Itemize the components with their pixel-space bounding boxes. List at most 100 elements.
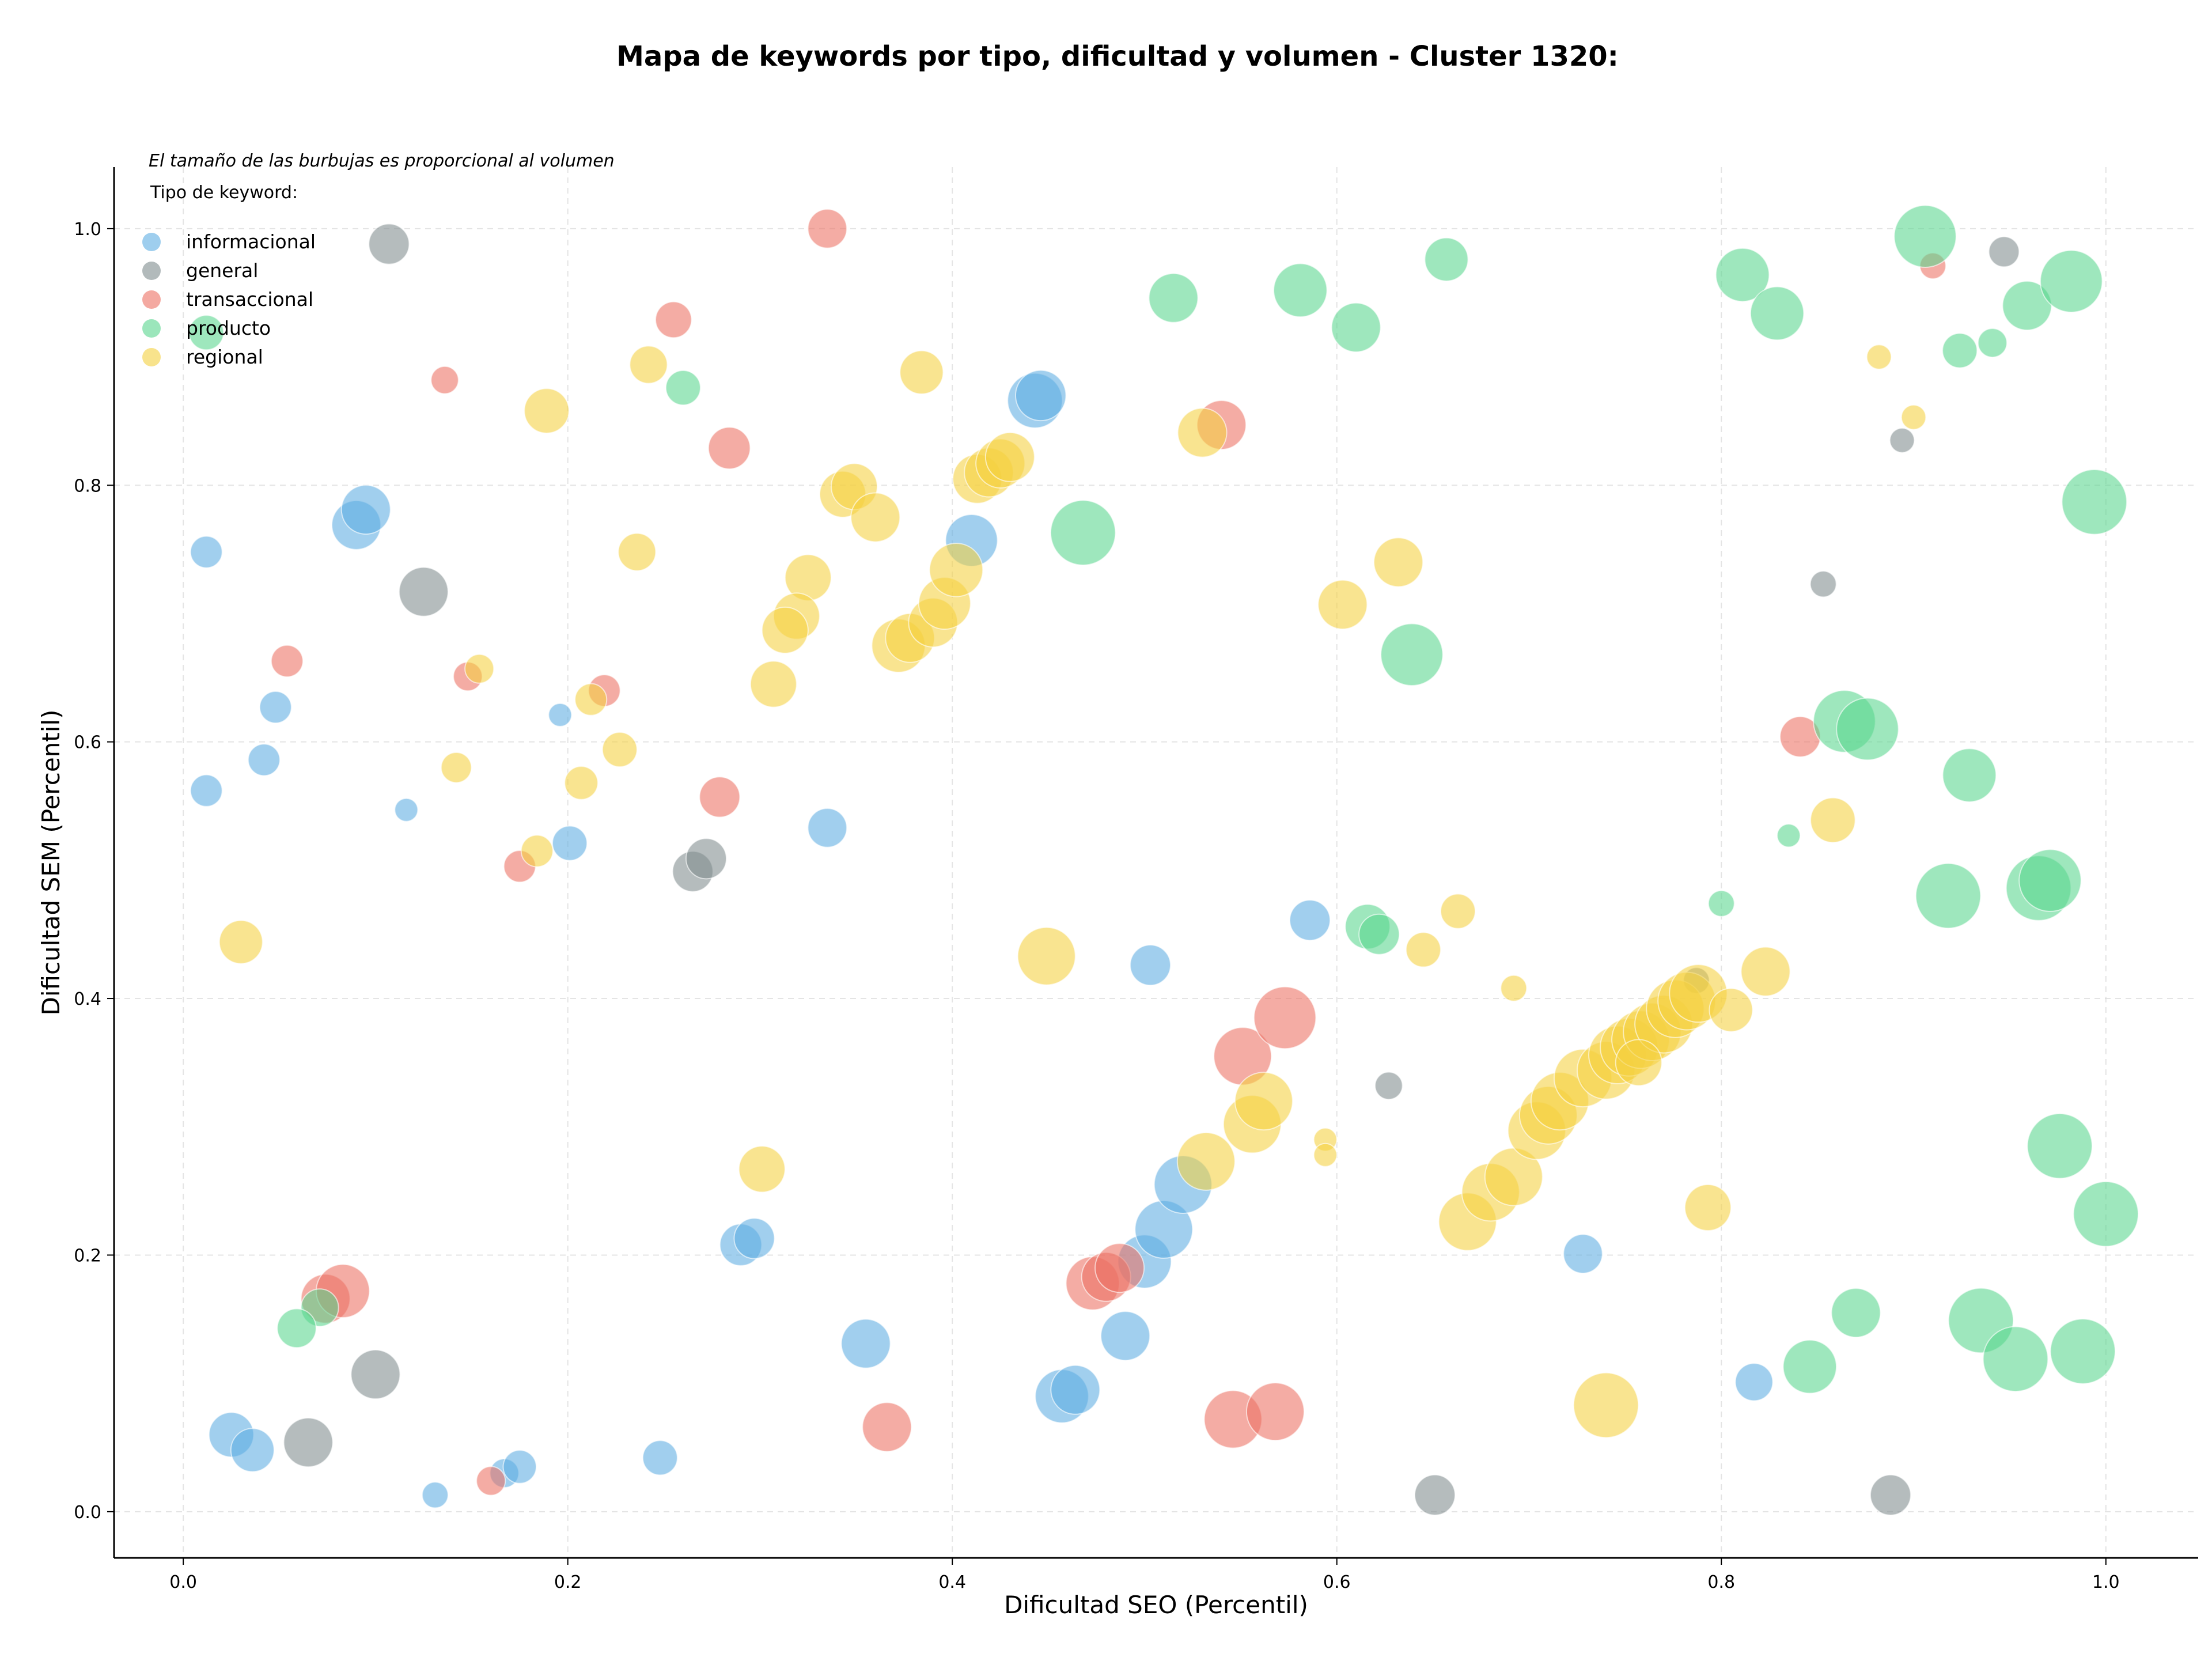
bubble-regional	[564, 766, 599, 800]
y-tick-label: 1.0	[74, 220, 101, 240]
bubble-informacional	[1129, 944, 1171, 986]
bubble-informacional	[1734, 1363, 1774, 1402]
y-axis-label: Dificultad SEM (Percentil)	[37, 710, 65, 1016]
bubble-regional	[601, 732, 638, 768]
bubble-producto	[2061, 468, 2128, 535]
bubble-producto	[1982, 1326, 2049, 1393]
x-tick-label: 0.4	[938, 1572, 966, 1592]
x-tick-label: 0.0	[169, 1572, 197, 1592]
bubble-transaccional	[1245, 1382, 1305, 1441]
bubble-regional	[1373, 537, 1424, 588]
bubble-producto	[188, 315, 225, 351]
bubble-regional	[1405, 932, 1441, 968]
bubble-producto	[1836, 697, 1899, 761]
bubble-informacional	[230, 1428, 275, 1473]
bubble-regional	[1317, 579, 1368, 630]
bubble-informacional	[733, 1217, 775, 1259]
bubble-informacional	[1100, 1311, 1151, 1361]
bubble-producto	[2027, 1113, 2093, 1179]
bubble-transaccional	[476, 1466, 506, 1496]
x-axis-label: Dificultad SEO (Percentil)	[1004, 1591, 1308, 1619]
data-points	[188, 205, 2139, 1516]
bubble-producto	[1707, 890, 1735, 917]
bubble-regional	[1440, 893, 1476, 929]
bubble-regional	[738, 1145, 786, 1193]
legend-label-producto: producto	[186, 317, 271, 339]
bubble-producto	[1782, 1339, 1838, 1394]
bubble-regional	[464, 653, 495, 684]
bubble-regional	[618, 532, 657, 572]
legend-marker-transaccional	[142, 290, 161, 309]
bubble-regional	[218, 920, 263, 964]
bubble-regional	[1176, 1132, 1236, 1191]
legend-title: Tipo de keyword:	[150, 183, 298, 203]
bubble-informacional	[548, 702, 573, 727]
legend-marker-informacional	[142, 233, 161, 251]
bubble-general	[1889, 427, 1915, 453]
x-tick-label: 0.2	[554, 1572, 582, 1592]
x-tick-label: 1.0	[2092, 1572, 2120, 1592]
bubble-general	[350, 1349, 401, 1400]
bubble-transaccional	[430, 365, 459, 395]
bubble-producto	[1977, 328, 2008, 358]
legend-label-general: general	[186, 259, 258, 282]
bubble-regional	[1810, 797, 1856, 843]
bubble-regional	[1709, 987, 1753, 1032]
bubble-informacional	[807, 808, 848, 848]
bubble-producto	[1915, 862, 1982, 929]
bubble-transaccional	[707, 426, 751, 470]
bubble-informacional	[642, 1440, 678, 1476]
bubble-producto	[1358, 913, 1400, 955]
bubble-regional	[629, 345, 668, 384]
y-tick-label: 0.6	[74, 733, 101, 753]
legend-label-transaccional: transaccional	[186, 288, 313, 311]
bubble-regional	[1900, 404, 1927, 430]
bubble-producto	[1942, 332, 1978, 369]
bubble-informacional	[190, 774, 223, 807]
x-tick-label: 0.6	[1323, 1572, 1351, 1592]
bubble-regional	[440, 751, 472, 784]
bubble-producto	[1777, 823, 1801, 848]
bubble-transaccional	[807, 209, 848, 249]
bubble-informacional	[1050, 1364, 1101, 1415]
y-ticks: 0.0 0.2 0.4 0.6 0.8 1.0	[74, 220, 114, 1523]
bubble-general	[368, 223, 410, 265]
bubble-regional	[1017, 926, 1076, 986]
x-tick-label: 0.8	[1707, 1572, 1735, 1592]
bubble-regional	[984, 432, 1035, 482]
bubble-transaccional	[1253, 986, 1317, 1050]
legend: informacional general transaccional product…	[142, 230, 316, 368]
legend-label-regional: regional	[186, 346, 263, 368]
bubble-regional	[1313, 1142, 1338, 1167]
bubble-producto	[2050, 1318, 2116, 1384]
bubble-regional	[1740, 946, 1791, 997]
bubble-producto	[1380, 623, 1444, 686]
bubble-producto	[1148, 273, 1199, 323]
bubble-regional	[761, 606, 809, 654]
x-ticks: 0.0 0.2 0.4 0.6 0.8 1.0	[169, 1558, 2120, 1592]
bubble-informacional	[190, 535, 223, 569]
bubble-producto	[1942, 748, 1997, 803]
bubble-transaccional	[270, 644, 304, 678]
bubble-producto	[1831, 1288, 1881, 1338]
bubble-producto	[1424, 237, 1469, 282]
bubble-producto	[1749, 286, 1805, 341]
bubble-size-note: El tamaño de las burbujas es proporciona…	[149, 151, 615, 171]
bubble-informacional	[394, 797, 419, 822]
legend-marker-general	[142, 262, 161, 280]
bubble-informacional	[421, 1481, 449, 1509]
bubble-producto	[2018, 849, 2082, 912]
bubble-regional	[850, 492, 901, 543]
bubble-transaccional	[862, 1402, 912, 1452]
bubble-general	[1414, 1474, 1456, 1516]
chart-title: Mapa de keywords por tipo, dificultad y …	[616, 40, 1619, 73]
y-tick-label: 0.4	[74, 989, 101, 1009]
bubble-regional	[899, 350, 944, 395]
bubble-regional	[1615, 1039, 1662, 1087]
bubble-regional	[1234, 1072, 1293, 1131]
bubble-informacional	[840, 1318, 891, 1369]
bubble-general	[398, 566, 449, 617]
bubble-regional	[1500, 974, 1528, 1002]
bubble-producto	[1050, 500, 1116, 566]
